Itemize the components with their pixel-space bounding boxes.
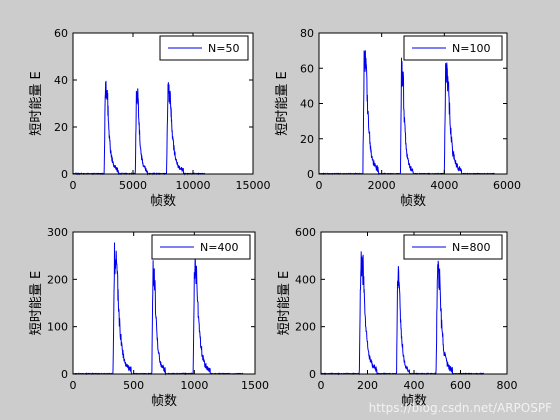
y-tick-label: 200 (295, 321, 316, 334)
y-tick-label: 40 (54, 74, 68, 87)
x-axis-label: 帧数 (150, 194, 176, 209)
legend-label: N=100 (452, 42, 490, 55)
x-axis-label: 帧数 (151, 394, 177, 409)
x-tick-label: 0 (70, 179, 77, 192)
x-tick-label: 6000 (493, 179, 521, 192)
x-tick-label: 200 (357, 379, 378, 392)
x-tick-label: 400 (404, 379, 425, 392)
x-tick-label: 5000 (119, 179, 147, 192)
x-tick-label: 15000 (236, 179, 271, 192)
y-tick-label: 40 (300, 98, 314, 111)
x-tick-label: 1500 (241, 379, 269, 392)
axes-frame (72, 32, 254, 175)
x-axis-label: 帧数 (401, 394, 427, 409)
x-tick-label: 0 (318, 379, 325, 392)
x-tick-label: 500 (123, 379, 144, 392)
y-tick-label: 0 (61, 368, 68, 381)
y-tick-label: 80 (300, 27, 314, 40)
legend-label: N=800 (452, 241, 490, 254)
y-tick-label: 60 (300, 62, 314, 75)
y-tick-label: 60 (54, 27, 68, 40)
subplot-4: 0 200 400 600 800 0 200 400 600 帧数 短时能量 E N=800 (277, 226, 518, 409)
x-tick-label: 4000 (430, 179, 458, 192)
x-tick-label: 600 (450, 379, 471, 392)
y-axis-label: 短时能量 E (29, 271, 44, 335)
x-tick-label: 0 (70, 379, 77, 392)
y-axis-label: 短时能量 E (277, 271, 292, 335)
y-axis-label: 短时能量 E (275, 71, 290, 135)
x-tick-label: 2000 (368, 179, 396, 192)
y-tick-label: 300 (47, 226, 68, 239)
y-tick-label: 20 (54, 121, 68, 134)
axes-frame (72, 231, 256, 375)
y-tick-label: 20 (300, 133, 314, 146)
y-tick-label: 0 (61, 168, 68, 181)
y-tick-label: 400 (295, 273, 316, 286)
y-tick-label: 0 (307, 168, 314, 181)
x-axis-label: 帧数 (400, 194, 426, 209)
y-tick-label: 200 (47, 273, 68, 286)
y-tick-label: 0 (309, 368, 316, 381)
legend-label: N=400 (200, 241, 238, 254)
watermark-text: https://blog.csdn.net/ARPOSPF (369, 401, 552, 415)
subplot-3: 0 500 1000 1500 0 100 200 300 帧数 短时能量 E N=400 (29, 226, 269, 409)
x-tick-label: 0 (316, 179, 323, 192)
subplot-1: 0 5000 10000 15000 0 20 40 60 帧数 短时能量 E N=50 (29, 27, 271, 209)
subplot-2: 0 2000 4000 6000 0 20 40 60 80 帧数 短时能量 E N=100 (275, 27, 521, 209)
x-tick-label: 800 (497, 379, 518, 392)
y-tick-label: 600 (295, 226, 316, 239)
legend-label: N=50 (208, 42, 239, 55)
y-axis-label: 短时能量 E (29, 71, 44, 135)
x-tick-label: 1000 (180, 379, 208, 392)
x-tick-label: 10000 (176, 179, 211, 192)
y-tick-label: 100 (47, 321, 68, 334)
